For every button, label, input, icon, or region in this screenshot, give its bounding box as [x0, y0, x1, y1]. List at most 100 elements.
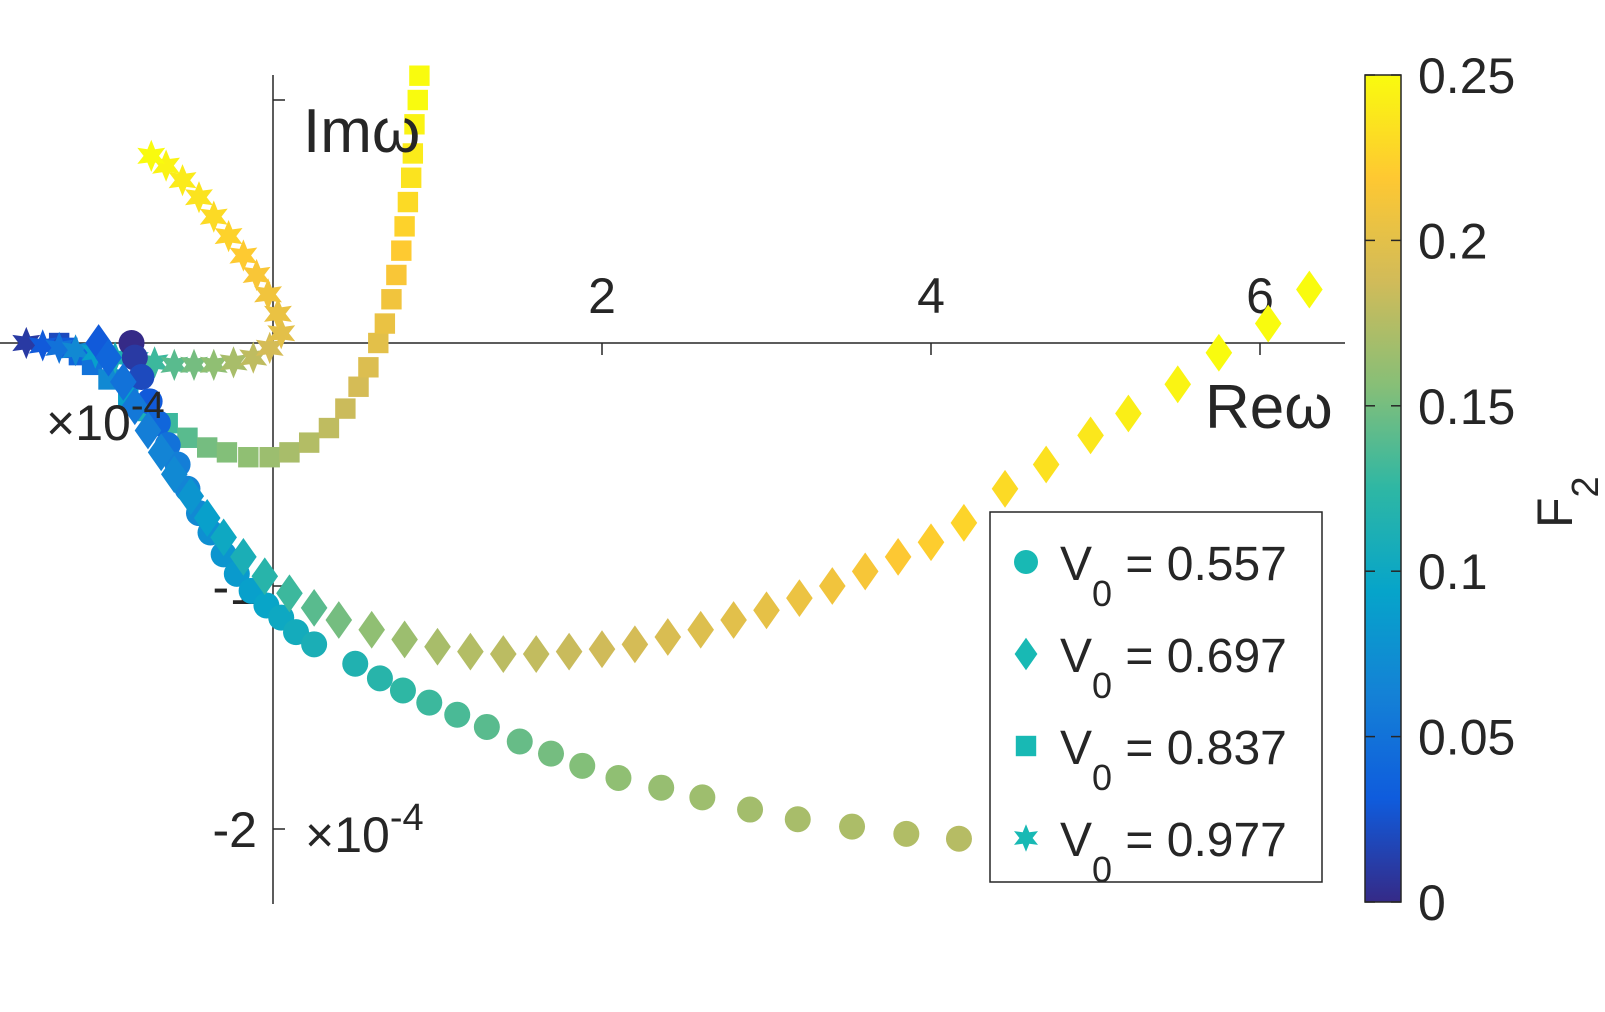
diamond-point: [1032, 445, 1060, 484]
circle-point: [416, 689, 443, 716]
colorbar: 0 0.05 0.1 0.15 0.2 0.25 F2: [1364, 48, 1605, 931]
diamond-point: [110, 362, 137, 401]
star-point: [239, 341, 268, 374]
x-tick-label: 4: [917, 268, 945, 324]
square-point: [358, 357, 379, 378]
square-point: [238, 447, 259, 468]
diamond-point: [490, 635, 517, 673]
legend-entry-label: V0 = 0.557: [1060, 538, 1287, 614]
diamond-point: [522, 635, 550, 673]
square-point: [404, 114, 425, 135]
diamond-point: [177, 477, 205, 515]
diamond-point: [654, 618, 682, 656]
square-point: [374, 313, 396, 334]
circle-point: [648, 774, 675, 801]
star-point: [160, 348, 189, 381]
legend-entry-label: V0 = 0.697: [1060, 630, 1287, 706]
colorbar-label-sub: 2: [1565, 476, 1605, 497]
diamond-point: [276, 574, 303, 613]
diamond-point: [193, 499, 221, 537]
circle-point: [301, 631, 328, 658]
diamond-point: [991, 469, 1019, 508]
circle-point: [366, 665, 393, 692]
square-point: [381, 289, 402, 310]
diamond-point: [1077, 416, 1104, 455]
colorbar-label: F2: [1527, 476, 1605, 528]
star-point: [242, 258, 271, 292]
axes: 2 4 6-1-2: [0, 75, 1345, 904]
star-point: [140, 346, 169, 379]
star-point: [12, 326, 41, 360]
legend-marker-star: [1014, 824, 1038, 852]
colorbar-gradient: [1364, 74, 1402, 903]
star-point: [255, 331, 284, 364]
circle-point: [605, 764, 632, 791]
circle-point: [538, 740, 565, 767]
square-point: [368, 332, 389, 354]
square-point: [409, 65, 430, 86]
circle-point: [342, 650, 369, 677]
circle-point: [839, 813, 866, 840]
diamond-point: [300, 588, 328, 627]
diamond-point: [851, 552, 879, 591]
x-tick-label: 2: [588, 268, 616, 324]
diamond-point: [358, 610, 385, 649]
square-point: [397, 191, 419, 213]
star-point: [214, 220, 243, 253]
diamond-point: [1296, 270, 1323, 309]
diamond-point: [884, 537, 912, 576]
star-point: [199, 348, 228, 381]
circle-point: [444, 701, 471, 728]
colorbar-tick-label: 0.05: [1418, 710, 1515, 766]
diamond-point: [819, 567, 846, 605]
diamond-point: [687, 610, 714, 649]
diamond-point: [917, 523, 945, 562]
square-point: [335, 398, 356, 419]
circle-point: [506, 728, 533, 755]
diamond-point: [230, 537, 257, 576]
circle-point: [569, 752, 596, 779]
star-point: [254, 278, 282, 311]
circle-point: [473, 713, 500, 740]
circle-point: [945, 825, 972, 852]
square-point: [394, 216, 415, 237]
diamond-point: [720, 601, 747, 639]
star-point: [219, 346, 248, 379]
diamond-point: [786, 579, 813, 618]
square-point: [177, 427, 198, 448]
legend-box: [989, 511, 1323, 883]
colorbar-tick-label: 0.1: [1418, 544, 1488, 600]
star-point: [180, 348, 208, 381]
star-point: [45, 331, 74, 364]
diamond-point: [251, 557, 279, 596]
star-point: [264, 297, 292, 330]
legend-marker-diamond: [1014, 637, 1038, 671]
star-point: [152, 149, 180, 182]
diamond-point: [1164, 365, 1192, 404]
square-point: [298, 432, 320, 453]
square-point: [386, 264, 407, 286]
diamond-point: [1115, 394, 1142, 433]
star-point: [61, 334, 90, 367]
circle-point: [737, 796, 764, 823]
legend-entry-label: V0 = 0.837: [1060, 722, 1287, 798]
star-point: [168, 164, 197, 197]
star-point: [137, 139, 166, 172]
colorbar-label-main: F: [1527, 497, 1583, 528]
diamond-point: [391, 620, 418, 659]
square-point: [197, 437, 218, 458]
y-axis-label: Imω: [303, 97, 420, 166]
diamond-point: [121, 387, 149, 426]
star-point: [229, 239, 258, 272]
data-markers: [12, 65, 1323, 852]
colorbar-tick-label: 0: [1418, 875, 1446, 931]
y-multiplier-label: ×10-4: [305, 797, 424, 863]
legend-marker-square: [1015, 735, 1037, 757]
star-point: [267, 317, 296, 350]
x-axis-label: Reω: [1205, 373, 1333, 442]
legend: V0 = 0.557 V0 = 0.697 V0 = 0.837 V0 = 0.977: [989, 511, 1323, 890]
star-point: [199, 200, 228, 233]
diamond-point: [1205, 333, 1233, 372]
y-tick-label: -2: [213, 802, 257, 858]
